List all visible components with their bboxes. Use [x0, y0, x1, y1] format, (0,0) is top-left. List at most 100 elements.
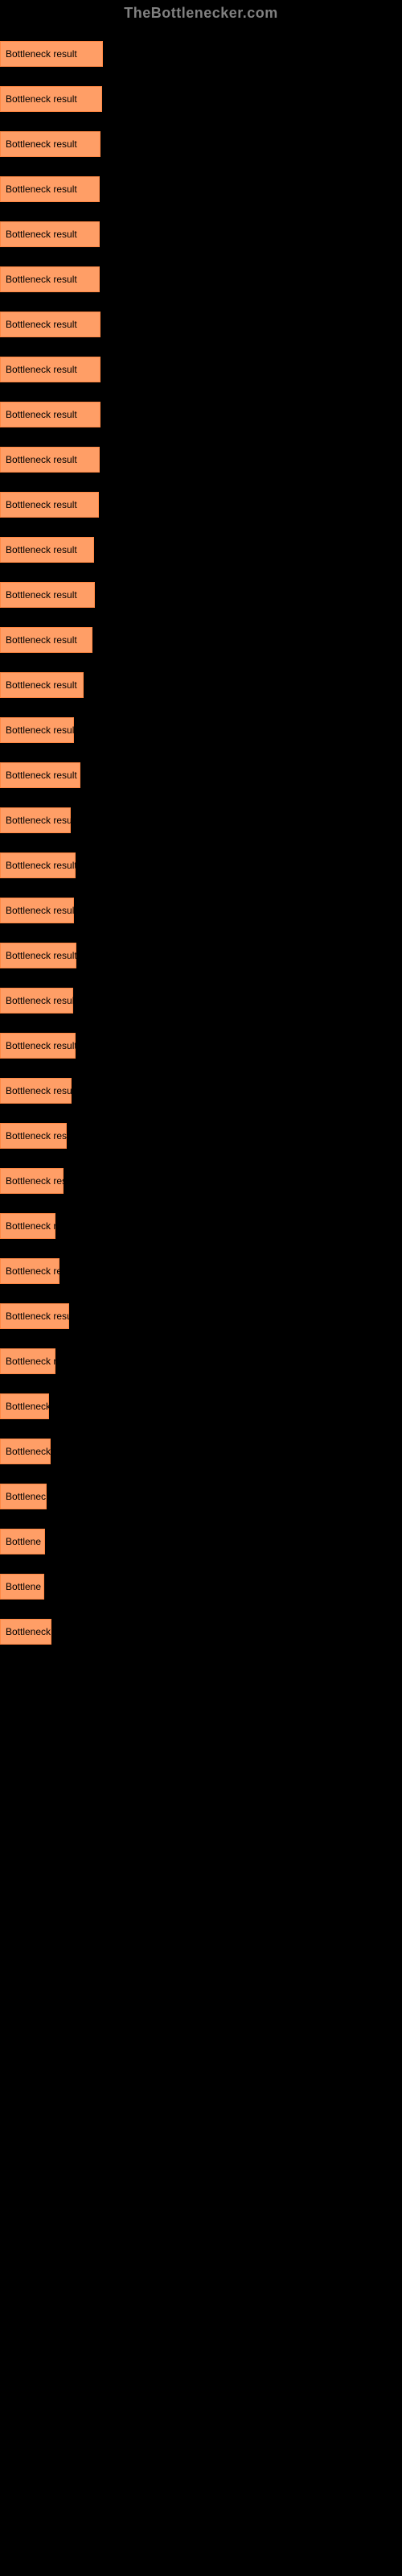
- bar-value: 4: [92, 633, 104, 647]
- bar-track: Bottleneck re: [0, 1258, 199, 1284]
- bar-inner-label: Bottleneck result: [1, 815, 77, 826]
- bar: Bottleneck: [0, 1439, 51, 1464]
- chart-row: Bottleneck result50.: [0, 120, 402, 157]
- bar-track: Bottleneck result50: [0, 402, 199, 427]
- bar-inner-label: Bottlene: [1, 1536, 41, 1547]
- bar-track: Bottleneck result50: [0, 176, 199, 202]
- bar-inner-label: Bottleneck result: [1, 229, 77, 240]
- bar: Bottleneck result: [0, 943, 76, 968]
- bar-track: Bottleneck r: [0, 1213, 199, 1239]
- bar: Bottleneck result4: [0, 627, 92, 653]
- bar-track: Bottlenec: [0, 1484, 199, 1509]
- bar-track: Bottleneck r: [0, 1348, 199, 1374]
- bar: Bottleneck: [0, 1393, 49, 1419]
- chart-row: Bottleneck result: [0, 661, 402, 698]
- bar-value: 51.: [102, 47, 125, 61]
- bar-inner-label: Bottleneck r: [1, 1356, 56, 1367]
- bar-value: 4: [94, 588, 106, 602]
- chart-row: Bottleneck: [0, 1427, 402, 1464]
- row-label: [0, 661, 402, 672]
- bar-inner-label: Bottleneck result: [1, 499, 77, 510]
- row-label: [0, 1022, 402, 1033]
- bar-inner-label: Bottleneck result: [1, 274, 77, 285]
- bar-inner-label: Bottleneck result: [1, 184, 77, 195]
- bar-inner-label: Bottlene: [1, 1581, 41, 1592]
- bar-inner-label: Bottleneck result: [1, 995, 77, 1006]
- row-label: [0, 300, 402, 312]
- chart-row: Bottleneck: [0, 1608, 402, 1645]
- row-label: [0, 165, 402, 176]
- row-label: [0, 75, 402, 86]
- bar-inner-label: Bottleneck result: [1, 319, 77, 330]
- chart-row: Bottleneck result51.: [0, 30, 402, 67]
- bar-value: 49: [98, 497, 117, 512]
- row-label: [0, 706, 402, 717]
- bar-inner-label: Bottleneck result: [1, 544, 77, 555]
- bar-value: 50.: [100, 137, 122, 151]
- chart-row: Bottleneck result50: [0, 390, 402, 427]
- bar: Bottleneck result: [0, 717, 74, 743]
- bar: Bottleneck result50.: [0, 131, 100, 157]
- row-label: [0, 120, 402, 131]
- row-label: [0, 1247, 402, 1258]
- bar-track: Bottleneck result: [0, 898, 199, 923]
- bar-track: Bottleneck res: [0, 1168, 199, 1194]
- chart-row: Bottleneck result49: [0, 255, 402, 292]
- row-label: [0, 1337, 402, 1348]
- chart-row: Bottleneck result: [0, 706, 402, 743]
- row-label: [0, 1608, 402, 1619]
- bar-track: Bottleneck resu: [0, 1123, 199, 1149]
- chart-row: Bottleneck resu: [0, 1112, 402, 1149]
- chart-row: Bottleneck result: [0, 796, 402, 833]
- bar-track: Bottleneck: [0, 1619, 199, 1645]
- row-label: [0, 436, 402, 447]
- watermark-text: TheBottlenecker.com: [0, 0, 402, 30]
- bar: Bottleneck result51.: [0, 41, 103, 67]
- bar-inner-label: Bottleneck result: [1, 905, 77, 916]
- bar-track: Bottleneck result50.: [0, 131, 199, 157]
- bar-chart: Bottleneck result51.Bottleneck result51.…: [0, 30, 402, 1645]
- bar-track: Bottleneck result: [0, 1078, 199, 1104]
- row-label: [0, 751, 402, 762]
- row-label: [0, 1382, 402, 1393]
- bar-inner-label: Bottleneck resu: [1, 1130, 72, 1141]
- bar: Bottleneck result50: [0, 221, 100, 247]
- bar: Bottleneck result: [0, 1033, 76, 1059]
- chart-row: Bottleneck result50: [0, 345, 402, 382]
- bar: Bottleneck result: [0, 852, 76, 878]
- bar: Bottleneck r: [0, 1213, 55, 1239]
- bar: Bottleneck result4: [0, 582, 95, 608]
- row-label: [0, 1472, 402, 1484]
- bar-inner-label: Bottleneck result: [1, 679, 77, 691]
- bar-track: Bottleneck result: [0, 717, 199, 743]
- bar-inner-label: Bottleneck result: [1, 409, 77, 420]
- bar-value: 50: [100, 362, 119, 377]
- bar: Bottleneck result50: [0, 357, 100, 382]
- row-label: [0, 526, 402, 537]
- bar-track: Bottleneck result: [0, 807, 199, 833]
- bar-inner-label: Bottleneck: [1, 1446, 51, 1457]
- chart-row: Bottleneck result: [0, 751, 402, 788]
- bar-track: Bottleneck result4: [0, 582, 199, 608]
- chart-row: Bottleneck result: [0, 841, 402, 878]
- row-label: [0, 616, 402, 627]
- bar-value: 51.: [101, 92, 124, 106]
- bar-track: Bottlene: [0, 1529, 199, 1554]
- chart-row: Bottleneck re: [0, 1247, 402, 1284]
- bar-inner-label: Bottleneck r: [1, 1220, 56, 1232]
- row-label: [0, 1112, 402, 1123]
- bar: Bottleneck result: [0, 672, 84, 698]
- bar-track: Bottleneck result50: [0, 221, 199, 247]
- bar-inner-label: Bottleneck result: [1, 1040, 77, 1051]
- bar-track: Bottleneck result51.: [0, 41, 199, 67]
- bar-inner-label: Bottleneck result: [1, 950, 77, 961]
- bar-track: Bottleneck result49: [0, 266, 199, 292]
- bar: Bottleneck result50: [0, 312, 100, 337]
- chart-row: Bottleneck r: [0, 1337, 402, 1374]
- chart-row: Bottleneck result 49: [0, 481, 402, 518]
- bar: Bottleneck resul: [0, 1303, 69, 1329]
- chart-row: Bottleneck result4: [0, 616, 402, 653]
- bar: Bottlene: [0, 1574, 44, 1600]
- bar-inner-label: Bottleneck result: [1, 860, 77, 871]
- row-label: [0, 976, 402, 988]
